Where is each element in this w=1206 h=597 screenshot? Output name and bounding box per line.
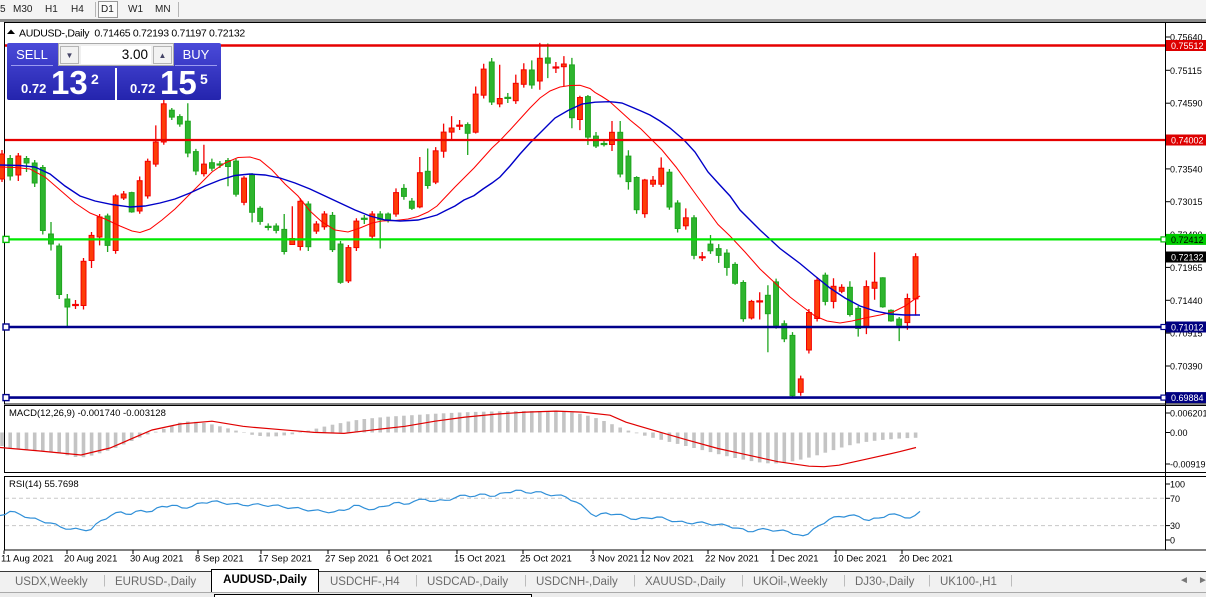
svg-text:25 Oct 2021: 25 Oct 2021: [520, 554, 572, 565]
svg-text:70: 70: [1170, 494, 1180, 504]
svg-text:0.71965: 0.71965: [1170, 263, 1203, 273]
svg-text:0.006201: 0.006201: [1170, 409, 1206, 419]
svg-text:30: 30: [1170, 521, 1180, 531]
svg-text:0.73015: 0.73015: [1170, 197, 1203, 207]
svg-text:17 Sep 2021: 17 Sep 2021: [258, 554, 312, 565]
svg-text:0.75115: 0.75115: [1170, 66, 1202, 76]
svg-text:0.74590: 0.74590: [1170, 99, 1203, 109]
svg-text:RSI(14) 55.7698: RSI(14) 55.7698: [9, 479, 79, 490]
svg-text:20 Dec 2021: 20 Dec 2021: [899, 554, 953, 565]
svg-text:0.74002: 0.74002: [1171, 136, 1204, 146]
svg-text:0.70390: 0.70390: [1170, 362, 1203, 372]
svg-text:0.71440: 0.71440: [1170, 296, 1203, 306]
svg-text:0.69884: 0.69884: [1171, 393, 1204, 403]
svg-text:0.71012: 0.71012: [1171, 323, 1204, 333]
svg-text:0.70915: 0.70915: [1170, 329, 1203, 339]
svg-text:0.72132: 0.72132: [1171, 253, 1204, 263]
svg-text:100: 100: [1170, 480, 1185, 490]
svg-text:15 Oct 2021: 15 Oct 2021: [454, 554, 506, 565]
svg-text:10 Dec 2021: 10 Dec 2021: [833, 554, 887, 565]
svg-text:-0.009197: -0.009197: [1170, 460, 1206, 470]
svg-text:27 Sep 2021: 27 Sep 2021: [325, 554, 379, 565]
svg-text:0.72412: 0.72412: [1171, 235, 1204, 245]
svg-text:12 Nov 2021: 12 Nov 2021: [640, 554, 694, 565]
svg-text:3 Nov 2021: 3 Nov 2021: [590, 554, 639, 565]
svg-text:30 Aug 2021: 30 Aug 2021: [130, 554, 183, 565]
svg-text:0.00: 0.00: [1170, 428, 1188, 438]
svg-text:0: 0: [1170, 536, 1175, 546]
svg-text:6 Oct 2021: 6 Oct 2021: [386, 554, 432, 565]
svg-text:8 Sep 2021: 8 Sep 2021: [195, 554, 244, 565]
svg-text:20 Aug 2021: 20 Aug 2021: [64, 554, 117, 565]
svg-text:0.73540: 0.73540: [1170, 164, 1203, 174]
svg-text:0.75512: 0.75512: [1171, 41, 1204, 51]
svg-text:11 Aug 2021: 11 Aug 2021: [1, 554, 54, 565]
svg-text:1 Dec 2021: 1 Dec 2021: [770, 554, 819, 565]
svg-text:22 Nov 2021: 22 Nov 2021: [705, 554, 759, 565]
svg-text:0.75640: 0.75640: [1170, 33, 1203, 43]
svg-text:AUDUSD-,Daily 0.71465 0.72193: AUDUSD-,Daily 0.71465 0.72193 0.71197 0.…: [19, 28, 245, 40]
svg-text:MACD(12,26,9) -0.001740 -0.003: MACD(12,26,9) -0.001740 -0.003128: [9, 408, 166, 419]
